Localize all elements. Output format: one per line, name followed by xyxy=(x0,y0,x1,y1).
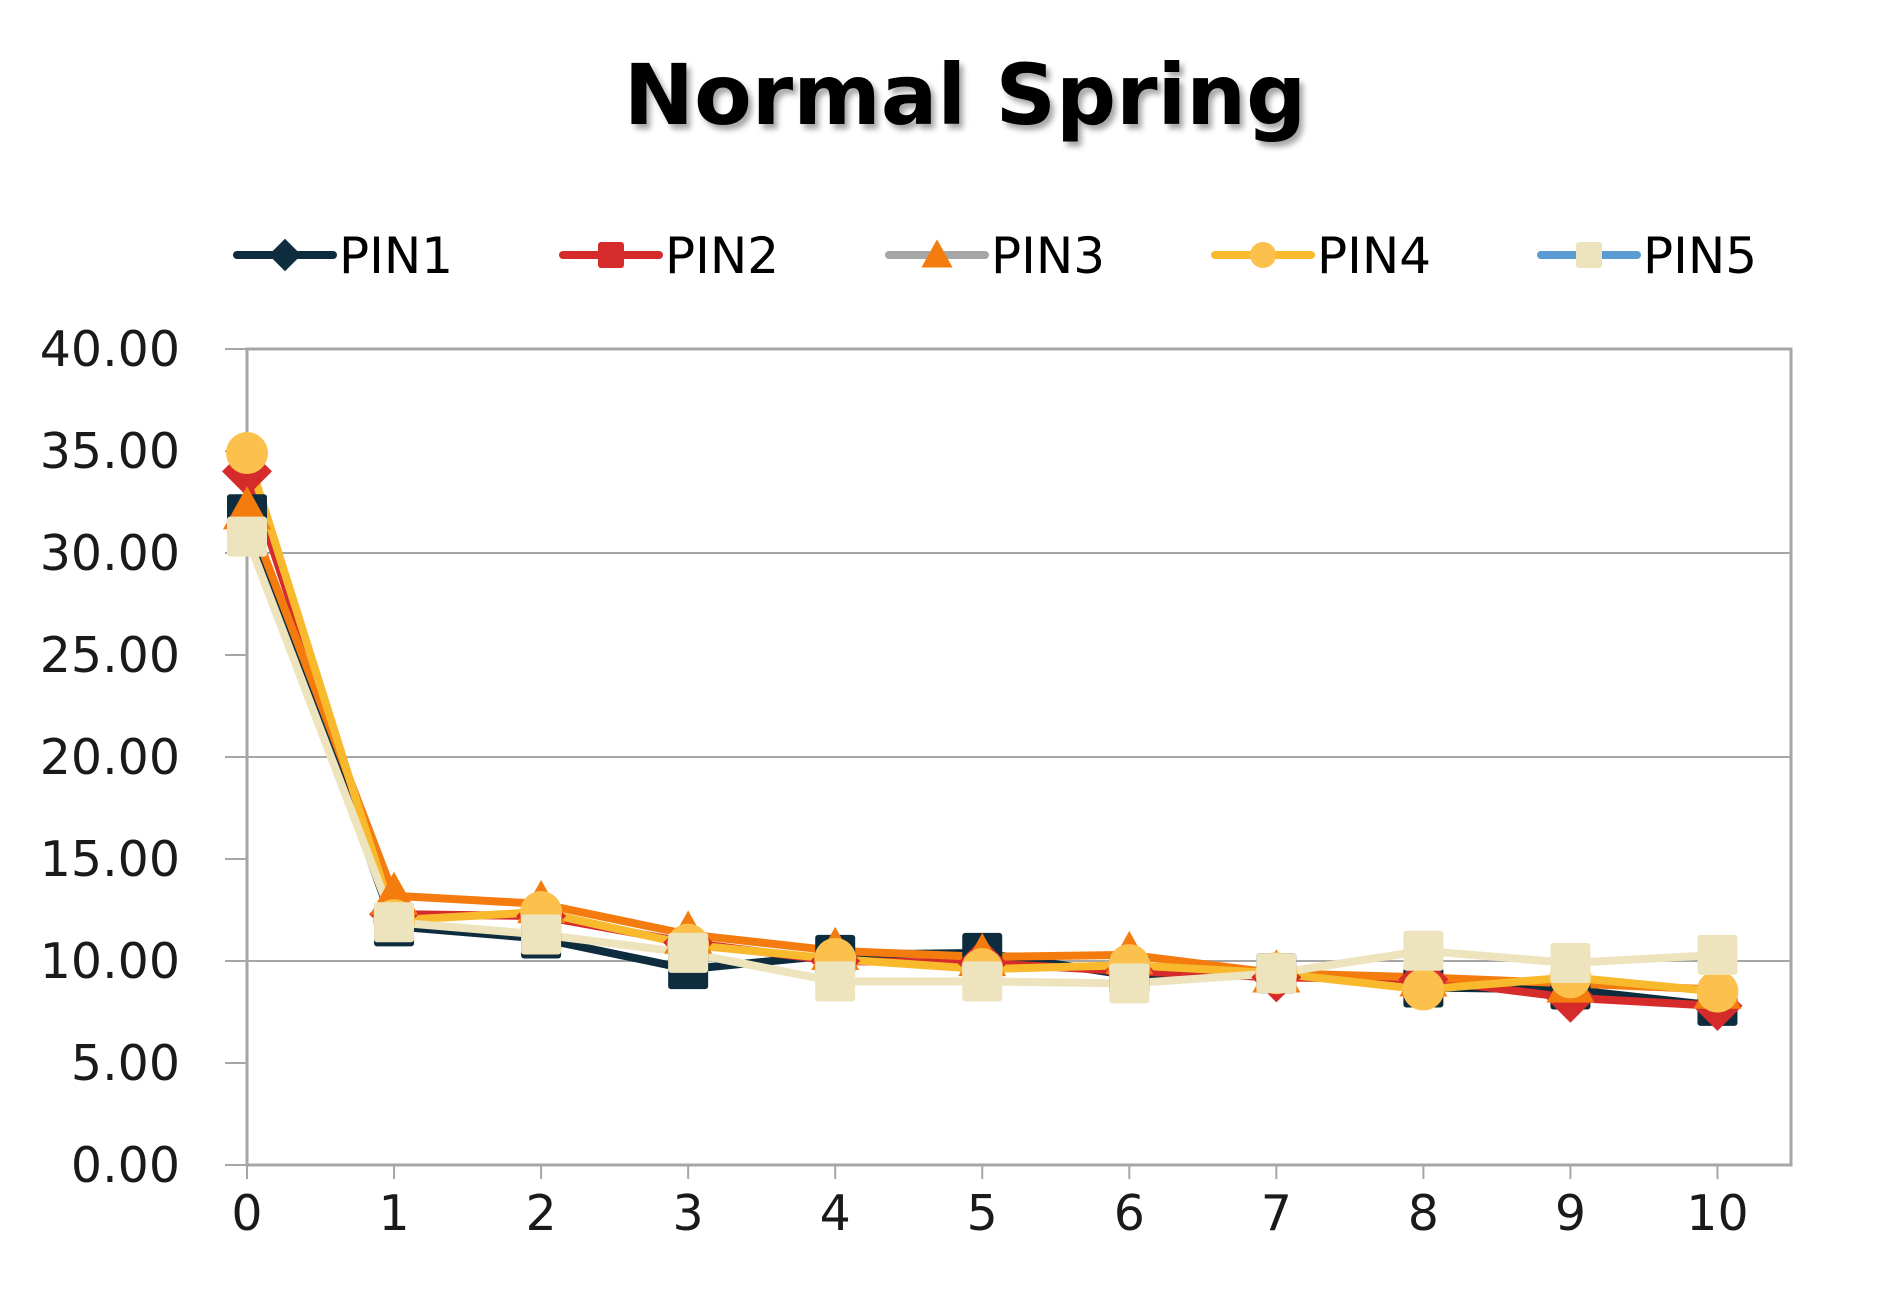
y-tick-label: 15.00 xyxy=(40,831,180,888)
x-tick-label: 10 xyxy=(1686,1185,1748,1242)
x-tick-label: 7 xyxy=(1261,1185,1292,1242)
data-point-pin5 xyxy=(668,932,709,973)
legend-label-pin5: PIN5 xyxy=(1643,227,1757,285)
data-point-pin5 xyxy=(1109,963,1150,1004)
legend-label-pin2: PIN2 xyxy=(665,227,779,285)
data-point-pin5 xyxy=(962,961,1003,1002)
x-tick-label: 2 xyxy=(526,1185,557,1242)
x-tick-label: 3 xyxy=(673,1185,704,1242)
legend-label-pin3: PIN3 xyxy=(991,227,1105,285)
data-point-pin5 xyxy=(1256,953,1297,994)
data-point-pin5 xyxy=(1550,943,1591,984)
data-point-pin4 xyxy=(226,432,268,475)
data-point-pin5 xyxy=(1403,930,1444,971)
x-tick-label: 4 xyxy=(820,1185,851,1242)
x-tick-label: 9 xyxy=(1555,1185,1586,1242)
data-point-pin5 xyxy=(521,914,562,955)
legend-marker-pin1 xyxy=(268,238,302,272)
y-tick-label: 10.00 xyxy=(40,933,180,990)
data-point-pin5 xyxy=(227,516,267,557)
legend: PIN1 PIN2 PIN3 PIN4 PIN5 xyxy=(233,227,1757,285)
data-point-pin4 xyxy=(1402,968,1445,1011)
data-point-pin4 xyxy=(1696,970,1739,1013)
y-tick-label: 20.00 xyxy=(40,729,180,786)
y-tick-label: 25.00 xyxy=(40,627,180,684)
x-tick-label: 1 xyxy=(378,1185,409,1242)
plot-area: 0.005.0010.0015.0020.0025.0030.0035.0040… xyxy=(40,321,1793,1242)
y-tick-label: 0.00 xyxy=(71,1137,180,1194)
x-tick-label: 8 xyxy=(1408,1185,1439,1242)
x-tick-label: 5 xyxy=(967,1185,998,1242)
data-point-pin5 xyxy=(815,961,856,1002)
legend-label-pin1: PIN1 xyxy=(339,227,453,285)
legend-marker-pin2 xyxy=(598,242,624,268)
chart-title: Normal Spring xyxy=(624,46,1306,144)
y-tick-label: 5.00 xyxy=(71,1035,180,1092)
y-tick-label: 40.00 xyxy=(40,321,180,378)
x-tick-label: 0 xyxy=(231,1185,262,1242)
legend-marker-pin5 xyxy=(1576,242,1602,268)
y-tick-label: 35.00 xyxy=(40,423,180,480)
legend-marker-pin3 xyxy=(921,239,953,268)
x-tick-label: 6 xyxy=(1114,1185,1145,1242)
legend-marker-pin4 xyxy=(1250,242,1276,268)
legend-label-pin4: PIN4 xyxy=(1317,227,1431,285)
data-point-pin5 xyxy=(374,902,415,943)
data-point-pin5 xyxy=(1697,934,1738,975)
y-tick-label: 30.00 xyxy=(40,525,180,582)
